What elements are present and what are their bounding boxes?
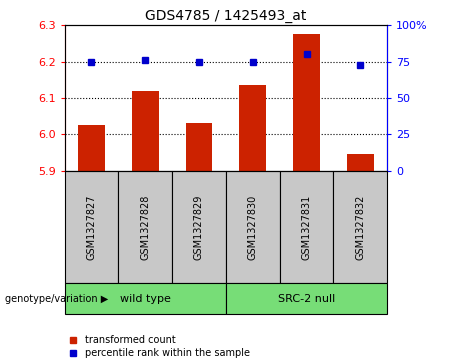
Text: SRC-2 null: SRC-2 null [278,294,335,303]
Bar [293,34,320,171]
Bar [65,171,118,283]
Bar [239,85,266,171]
Text: wild type: wild type [120,294,171,303]
Bar [280,171,333,283]
Bar [65,283,226,314]
Bar [172,171,226,283]
Bar [226,283,387,314]
Text: GSM1327831: GSM1327831 [301,194,312,260]
Text: genotype/variation ▶: genotype/variation ▶ [5,294,108,303]
Bar [185,123,213,171]
Text: GSM1327829: GSM1327829 [194,194,204,260]
Bar [347,154,374,171]
Legend: transformed count, percentile rank within the sample: transformed count, percentile rank withi… [70,335,250,358]
Bar [226,171,280,283]
Text: GSM1327828: GSM1327828 [140,194,150,260]
Bar [118,171,172,283]
Bar [333,171,387,283]
Text: GSM1327827: GSM1327827 [86,194,96,260]
Text: GSM1327830: GSM1327830 [248,194,258,260]
Bar [132,91,159,171]
Bar [78,125,105,171]
Text: GSM1327832: GSM1327832 [355,194,366,260]
Title: GDS4785 / 1425493_at: GDS4785 / 1425493_at [145,9,307,23]
